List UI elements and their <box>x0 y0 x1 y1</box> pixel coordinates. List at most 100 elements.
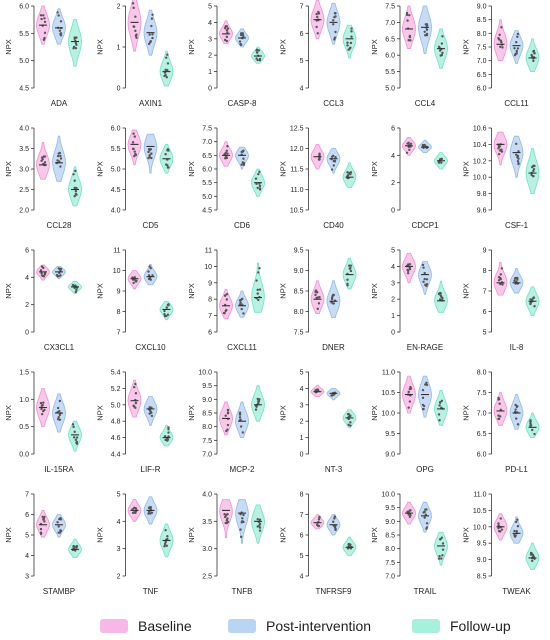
y-tick-label-en-rage: 3 <box>391 280 395 287</box>
data-point-baseline-trail <box>406 510 409 513</box>
violin-post-intervention-ccl28 <box>52 135 66 182</box>
panel-title-cxcl11: CXCL11 <box>227 343 257 352</box>
y-tick-label-csf-1: 9.6 <box>477 208 487 215</box>
y-tick-label-ccl3: 4 <box>300 86 304 93</box>
data-point-post-intervention-en-rage <box>425 282 429 286</box>
data-point-post-intervention-en-rage <box>422 266 425 269</box>
y-tick-label-ada: 4.5 <box>19 86 29 93</box>
data-point-post-intervention-trail <box>424 513 428 516</box>
data-point-follow-up-pd-l1 <box>529 420 532 423</box>
violin-post-intervention-dner <box>326 280 341 319</box>
data-point-post-intervention-en-rage <box>423 277 426 281</box>
data-point-baseline-en-rage <box>408 267 412 271</box>
data-point-follow-up-ccl4 <box>441 35 444 38</box>
data-point-baseline-csf-1 <box>499 149 502 152</box>
data-point-baseline-tnfrsf9 <box>318 516 321 519</box>
data-point-baseline-ccl3 <box>317 12 321 15</box>
data-point-post-intervention-il-15ra <box>58 410 61 413</box>
y-tick-label-cd40: 11.0 <box>290 187 303 194</box>
data-point-follow-up-cd6 <box>258 170 261 174</box>
y-axis-label-cdcp1: NPX <box>370 161 379 176</box>
data-point-baseline-ccl11 <box>500 26 503 29</box>
data-point-post-intervention-casp-8 <box>239 42 242 46</box>
data-point-baseline-axin1 <box>133 25 136 28</box>
y-tick-label-axin1: 1 <box>117 45 121 52</box>
data-point-post-intervention-stambp <box>56 521 59 524</box>
legend-item-follow-up: Follow-up <box>412 614 511 638</box>
data-point-follow-up-ada <box>74 41 78 45</box>
data-point-post-intervention-cdcp1 <box>423 143 426 147</box>
data-point-follow-up-tnf <box>165 544 168 547</box>
y-tick-label-dner: 8.5 <box>294 289 304 296</box>
y-tick-label-opg: 9.0 <box>385 452 395 459</box>
data-point-follow-up-casp-8 <box>255 51 259 54</box>
data-point-post-intervention-tnfrsf9 <box>333 515 337 518</box>
y-tick-label-stambp: 3 <box>25 574 29 581</box>
data-point-post-intervention-ccl28 <box>59 157 63 160</box>
legend-label-follow-up: Follow-up <box>450 618 511 634</box>
data-point-baseline-cxcl10 <box>135 279 138 283</box>
data-point-follow-up-ada <box>75 43 78 47</box>
data-point-post-intervention-il-15ra <box>57 415 60 419</box>
y-tick-label-ccl4: 6.0 <box>385 53 395 60</box>
data-point-post-intervention-ada <box>59 34 63 37</box>
violin-follow-up-trail <box>434 531 448 566</box>
data-point-follow-up-ccl3 <box>347 48 350 51</box>
data-point-post-intervention-ccl28 <box>59 154 62 158</box>
y-tick-label-mcp-2: 8.5 <box>202 411 212 418</box>
data-point-baseline-tnfrsf9 <box>317 518 321 521</box>
legend-item-baseline: Baseline <box>100 614 192 638</box>
data-point-follow-up-il-15ra <box>75 436 79 439</box>
data-point-post-intervention-cx3cl1 <box>58 267 62 271</box>
data-point-follow-up-csf-1 <box>532 169 535 173</box>
data-point-follow-up-casp-8 <box>258 59 262 62</box>
violin-baseline-ccl4 <box>402 5 416 50</box>
data-point-follow-up-tnf <box>164 540 167 544</box>
y-tick-label-pd-l1: 6.0 <box>477 452 487 459</box>
data-point-baseline-il-8 <box>500 267 504 270</box>
data-point-follow-up-tnf <box>163 545 166 548</box>
violin-baseline-cd5 <box>127 129 142 166</box>
y-tick-label-il-8: 8 <box>483 268 487 275</box>
y-tick-label-stambp: 6 <box>25 512 29 519</box>
y-tick-label-casp-8: 1 <box>208 69 212 76</box>
y-tick-label-trail: 9.5 <box>385 505 395 512</box>
y-tick-label-ccl3: 6 <box>300 31 304 38</box>
data-point-post-intervention-csf-1 <box>517 162 520 165</box>
panel-title-lif-r: LIF-R <box>141 465 161 474</box>
y-tick-label-cxcl10: 11 <box>113 248 120 255</box>
data-point-post-intervention-tnf <box>147 512 150 515</box>
data-point-post-intervention-trail <box>423 516 426 519</box>
y-tick-label-mcp-2: 9.0 <box>202 397 212 404</box>
y-tick-label-en-rage: 4 <box>391 264 395 271</box>
y-tick-label-axin1: 0 <box>117 86 121 93</box>
data-point-post-intervention-ccl4 <box>425 33 429 37</box>
y-tick-label-dner: 8.0 <box>294 309 304 316</box>
panel-title-mcp-2: MCP-2 <box>230 465 255 474</box>
panel-ccl4: 5.0 5.5 6.0 6.5 7.0 7.5 NPX CCL4 <box>370 4 448 108</box>
data-point-follow-up-cxcl11 <box>257 271 260 274</box>
y-axis-label-ccl3: NPX <box>279 39 288 54</box>
data-point-follow-up-ada <box>74 46 78 50</box>
data-point-baseline-il-15ra <box>40 407 43 411</box>
y-tick-label-trail: 7.0 <box>385 574 395 581</box>
panel-title-il-15ra: IL-15RA <box>44 465 74 474</box>
data-point-follow-up-il-15ra <box>73 430 76 434</box>
data-point-baseline-dner <box>316 307 319 311</box>
data-point-baseline-cx3cl1 <box>39 269 43 272</box>
y-tick-label-cd5: 4.5 <box>111 187 121 194</box>
data-point-post-intervention-ccl28 <box>58 160 61 163</box>
data-point-post-intervention-ada <box>59 20 63 23</box>
data-point-follow-up-il-15ra <box>72 436 76 439</box>
panel-title-tweak: TWEAK <box>502 587 531 596</box>
data-point-post-intervention-dner <box>330 298 334 301</box>
panel-csf-1: 9.6 9.8 10.0 10.2 10.4 10.6 NPX CSF-1 <box>462 126 540 230</box>
data-point-baseline-opg <box>409 387 413 390</box>
y-tick-label-il-8: 5 <box>483 330 487 337</box>
data-point-follow-up-dner <box>346 278 349 281</box>
data-point-post-intervention-axin1 <box>151 33 154 36</box>
violin-baseline-lif-r <box>127 379 142 418</box>
y-tick-label-cd40: 12.0 <box>290 146 304 153</box>
violin-follow-up-cxcl11 <box>251 262 265 313</box>
data-point-follow-up-csf-1 <box>532 164 535 168</box>
